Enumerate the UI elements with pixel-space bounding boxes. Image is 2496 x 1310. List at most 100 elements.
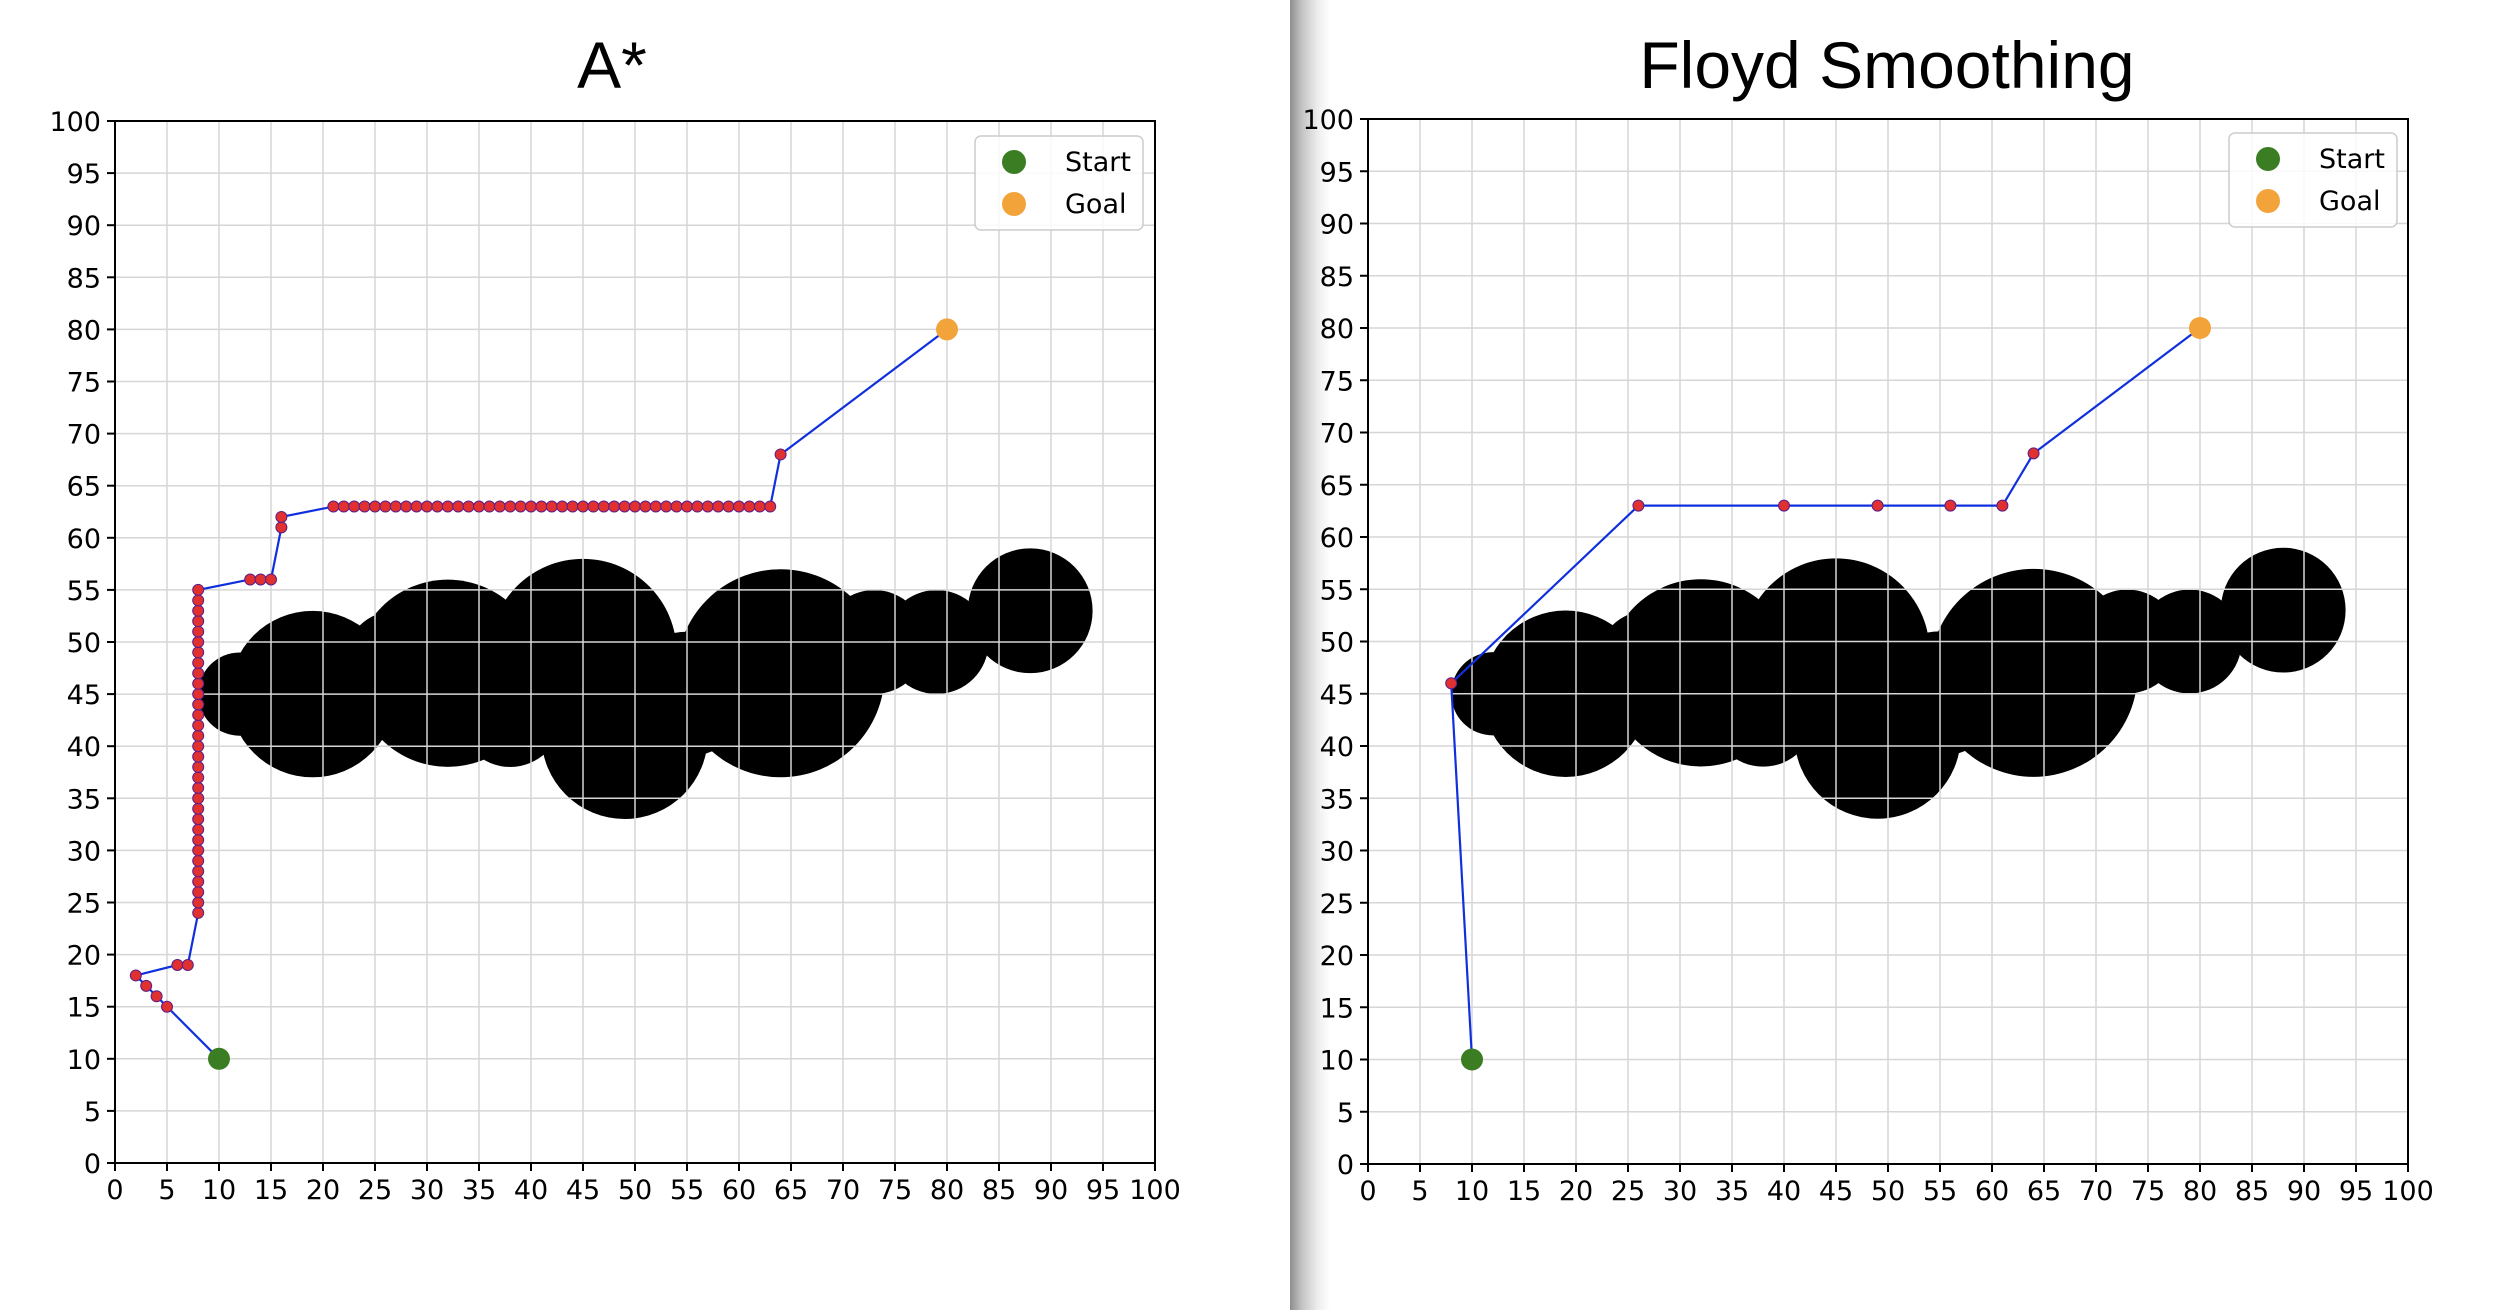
waypoint-marker bbox=[192, 615, 205, 628]
waypoint-marker bbox=[431, 500, 444, 513]
y-tick-label: 50 bbox=[67, 628, 101, 659]
y-tick-label: 60 bbox=[67, 524, 101, 555]
y-tick-label: 90 bbox=[1320, 210, 1354, 241]
waypoint-marker bbox=[192, 636, 205, 648]
x-tick-label: 50 bbox=[618, 1175, 652, 1206]
waypoint-marker bbox=[171, 959, 184, 972]
y-tick-label: 75 bbox=[67, 368, 101, 399]
waypoint-marker bbox=[192, 688, 205, 701]
waypoint-marker bbox=[192, 833, 205, 846]
y-tick-label: 0 bbox=[1337, 1150, 1354, 1181]
y-tick-label: 5 bbox=[84, 1097, 101, 1128]
chart-title: Floyd Smoothing bbox=[1639, 28, 2134, 102]
waypoint-marker bbox=[410, 500, 423, 513]
chart-panel-floyd: Floyd Smoothing 0 5 10 15 20 25 30 35 40 45 50 55 60 6… bbox=[1290, 0, 2496, 1310]
waypoint-marker bbox=[473, 500, 485, 513]
waypoint-marker bbox=[327, 500, 340, 513]
y-tick-label: 45 bbox=[67, 680, 101, 711]
x-tick-label: 5 bbox=[1411, 1176, 1428, 1207]
waypoint-marker bbox=[421, 500, 433, 513]
ticks: 0 5 10 15 20 25 30 35 40 45 50 55 60 65 70 75 80 85 90 95 10… bbox=[1302, 105, 2433, 1207]
waypoint-marker bbox=[192, 708, 205, 721]
waypoint-marker bbox=[525, 500, 537, 513]
x-tick-label: 75 bbox=[2131, 1176, 2165, 1207]
waypoint-marker bbox=[587, 500, 600, 513]
waypoint-marker bbox=[192, 823, 205, 836]
x-tick-label: 0 bbox=[1359, 1176, 1376, 1207]
y-tick-label: 85 bbox=[67, 263, 101, 294]
waypoint-marker bbox=[483, 500, 496, 513]
waypoint-marker bbox=[618, 500, 631, 513]
legend-label: Start bbox=[1065, 147, 1131, 178]
y-tick-label: 85 bbox=[1320, 262, 1354, 293]
legend-marker bbox=[1002, 192, 1026, 216]
waypoint-marker bbox=[701, 500, 714, 513]
goal-marker bbox=[2189, 317, 2211, 339]
x-tick-label: 70 bbox=[826, 1175, 860, 1206]
grid bbox=[114, 120, 1156, 1164]
y-tick-label: 95 bbox=[1320, 157, 1354, 188]
waypoint-marker bbox=[722, 500, 735, 513]
y-tick-label: 30 bbox=[1320, 837, 1354, 868]
waypoint-marker bbox=[129, 969, 142, 982]
waypoint-marker bbox=[254, 573, 267, 586]
waypoint-marker bbox=[192, 844, 205, 857]
waypoint-marker bbox=[743, 500, 756, 513]
x-tick-label: 80 bbox=[2183, 1176, 2217, 1207]
waypoint-marker bbox=[192, 719, 205, 732]
waypoint-marker bbox=[192, 740, 205, 753]
x-tick-label: 100 bbox=[2382, 1176, 2434, 1207]
waypoint-marker bbox=[337, 500, 350, 513]
x-tick-label: 20 bbox=[306, 1175, 340, 1206]
waypoint-marker bbox=[660, 500, 673, 513]
waypoint-marker bbox=[1944, 499, 1957, 512]
x-tick-label: 60 bbox=[1975, 1176, 2009, 1207]
waypoint-marker bbox=[629, 500, 641, 513]
start-marker bbox=[1461, 1048, 1483, 1071]
x-tick-label: 90 bbox=[2287, 1176, 2321, 1207]
waypoint-marker bbox=[192, 656, 205, 669]
waypoint-marker bbox=[275, 510, 288, 523]
legend: Start Goal bbox=[974, 135, 1144, 231]
waypoint-marker bbox=[192, 625, 205, 638]
chart-panel-astar: A* 0 5 10 15 20 25 30 35 40 45 50 55 60 65 70 75 80 85 90 95… bbox=[49, 28, 1180, 1206]
x-tick-label: 25 bbox=[1611, 1176, 1645, 1207]
waypoint-marker bbox=[577, 500, 589, 513]
y-tick-label: 35 bbox=[67, 784, 101, 815]
waypoint-marker bbox=[670, 500, 683, 513]
x-tick-label: 10 bbox=[1455, 1176, 1489, 1207]
x-tick-label: 5 bbox=[158, 1175, 175, 1206]
y-tick-label: 100 bbox=[49, 107, 101, 138]
y-tick-label: 90 bbox=[67, 211, 101, 242]
y-tick-label: 55 bbox=[1320, 575, 1354, 606]
waypoint-marker bbox=[649, 500, 662, 513]
chart-title: A* bbox=[577, 28, 647, 102]
waypoint-marker bbox=[192, 813, 205, 826]
waypoint-marker bbox=[192, 854, 205, 867]
waypoint-marker bbox=[452, 500, 465, 513]
legend-label: Goal bbox=[1065, 189, 1127, 220]
waypoint-marker bbox=[1996, 499, 2009, 512]
x-tick-label: 95 bbox=[2339, 1176, 2373, 1207]
waypoint-marker bbox=[192, 896, 205, 909]
waypoint-marker bbox=[774, 448, 787, 461]
waypoint-marker bbox=[2027, 447, 2040, 460]
waypoint-marker bbox=[192, 750, 205, 763]
x-tick-label: 45 bbox=[566, 1175, 600, 1206]
x-tick-label: 35 bbox=[1715, 1176, 1749, 1207]
goal-marker bbox=[936, 318, 958, 341]
y-tick-label: 100 bbox=[1302, 105, 1354, 136]
x-tick-label: 20 bbox=[1559, 1176, 1593, 1207]
waypoint-marker bbox=[192, 698, 205, 711]
obstacle-circle bbox=[2220, 547, 2346, 673]
y-tick-label: 65 bbox=[67, 472, 101, 503]
y-tick-label: 5 bbox=[1337, 1098, 1354, 1129]
waypoint-marker bbox=[389, 500, 402, 513]
y-tick-label: 80 bbox=[67, 315, 101, 346]
waypoints bbox=[1445, 447, 2040, 690]
legend-label: Start bbox=[2319, 144, 2385, 175]
waypoint-marker bbox=[192, 583, 205, 596]
x-tick-label: 55 bbox=[670, 1175, 704, 1206]
y-tick-label: 0 bbox=[84, 1149, 101, 1180]
x-tick-label: 30 bbox=[1663, 1176, 1697, 1207]
